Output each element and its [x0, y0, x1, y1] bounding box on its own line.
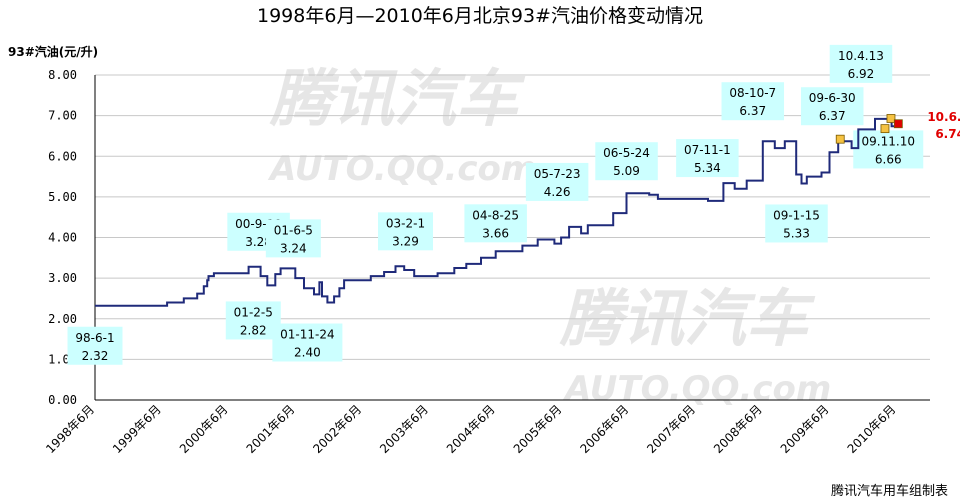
watermark-site-2: AUTO.QQ.com	[562, 369, 831, 409]
y-tick-label: 0.00	[48, 393, 77, 407]
chart-title: 1998年6月—2010年6月北京93#汽油价格变动情况	[257, 5, 703, 27]
markers	[835, 114, 903, 144]
price-marker	[893, 119, 903, 129]
x-tick-label: 1998年6月	[43, 402, 97, 456]
annotation-value: 6.37	[819, 109, 846, 123]
annotation-box	[67, 326, 123, 365]
annotation-date: 04-8-25	[472, 208, 519, 222]
y-tick-label: 8.00	[48, 68, 77, 82]
annotation-box	[595, 142, 658, 181]
annotation: 01-2-5 2.82	[225, 301, 281, 340]
x-tick-label: 2003年6月	[377, 402, 431, 456]
annotation: 03-2-1 3.29	[377, 212, 433, 251]
annotation-value: 6.37	[739, 104, 766, 118]
annotation-date: 10.4.13	[838, 49, 884, 63]
annotation-date: 09.11.10	[862, 134, 915, 148]
annotation-box	[464, 204, 527, 243]
price-marker	[886, 114, 896, 123]
x-tick-label: 2006年6月	[577, 402, 631, 456]
y-tick-label: 2.00	[48, 312, 77, 326]
annotation-date: 06-5-24	[603, 146, 650, 160]
price-series	[95, 117, 897, 307]
annotation: 09-1-15 5.33	[765, 204, 828, 243]
annotation-box	[676, 139, 739, 178]
annotation-date: 01-11-24	[280, 328, 334, 342]
annotation-box	[800, 87, 864, 126]
watermark-brand: 腾讯汽车	[269, 62, 526, 135]
annotation: 08-10-7 6.37	[721, 82, 785, 121]
annotation-value: 5.09	[613, 164, 640, 178]
annotation-value: 2.32	[82, 349, 109, 363]
x-tick-label: 2005年6月	[511, 402, 565, 456]
annotation: 04-8-25 3.66	[464, 204, 527, 243]
annotation: 06-5-24 5.09	[595, 142, 658, 181]
annotation-value: 6.92	[848, 67, 875, 81]
watermark-site: AUTO.QQ.com	[267, 149, 536, 189]
annotation: 09-6-30 6.37	[800, 87, 864, 126]
x-tick-label: 2002年6月	[310, 402, 364, 456]
y-tick-labels: 0.001.002.003.004.005.006.007.008.00	[48, 68, 77, 407]
annotation-date: 05-7-23	[534, 167, 581, 181]
annotation-box	[377, 212, 433, 251]
annotation-date: 09-6-30	[809, 91, 856, 105]
price-marker	[835, 134, 845, 144]
annotation-box	[525, 162, 589, 201]
y-tick-label: 6.00	[48, 149, 77, 163]
x-tick-label: 1999年6月	[110, 402, 164, 456]
annotation-date: 09-1-15	[773, 208, 820, 222]
annotation-box	[765, 204, 828, 243]
price-line	[95, 117, 897, 307]
annotation-box	[265, 219, 321, 258]
x-tick-labels: 1998年6月 1999年6月 2000年6月 2001年6月 2002年6月 2003年…	[43, 402, 898, 456]
annotation-box	[853, 130, 924, 169]
annotation-date: 07-11-1	[684, 143, 731, 157]
annotation-date: 01-6-5	[274, 223, 313, 237]
y-axis-label: 93#汽油(元/升)	[8, 44, 98, 59]
annotation: 07-11-1 5.34	[676, 139, 739, 178]
annotation-value: 5.34	[694, 161, 721, 175]
annotation-date: 10.6.1	[927, 110, 960, 124]
x-tick-label: 2008年6月	[711, 402, 765, 456]
annotation-box	[225, 301, 281, 340]
x-tick-label: 2004年6月	[444, 402, 498, 456]
y-tick-label: 3.00	[48, 271, 77, 285]
x-tick-label: 2000年6月	[177, 402, 231, 456]
y-tick-label: 5.00	[48, 190, 77, 204]
annotation-value: 6.66	[875, 152, 902, 166]
annotation-value: 2.40	[294, 346, 321, 360]
annotation-value: 3.29	[392, 234, 419, 248]
annotation-box	[721, 82, 785, 121]
x-tick-label: 2009年6月	[778, 402, 832, 456]
annotation-value: 3.24	[280, 241, 307, 255]
y-tick-label: 4.00	[48, 231, 77, 245]
x-tick-label: 2007年6月	[644, 402, 698, 456]
annotation-date: 98-6-1	[75, 331, 114, 345]
annotation-value: 3.28	[245, 235, 272, 249]
annotation: 98-6-1 2.32	[67, 326, 123, 365]
x-tick-label: 2001年6月	[244, 402, 298, 456]
annotation: 01-6-5 3.24	[265, 219, 321, 258]
annotation-box	[829, 44, 893, 83]
annotation: 09.11.10 6.66	[853, 130, 924, 169]
annotation: 10.6.1 6.74	[927, 110, 960, 141]
annotation: 05-7-23 4.26	[525, 162, 589, 201]
annotations: 98-6-12.3200-9-193.2801-6-53.2401-2-52.8…	[67, 44, 960, 365]
annotation-date: 01-2-5	[234, 305, 273, 319]
annotation-value: 2.82	[240, 323, 267, 337]
credit-text: 腾讯汽车用车组制表	[831, 483, 948, 499]
x-tick-label: 2010年6月	[845, 402, 899, 456]
annotation-value: 6.74	[935, 127, 960, 141]
y-tick-label: 7.00	[48, 109, 77, 123]
annotation: 01-11-24 2.40	[272, 323, 343, 362]
annotation: 10.4.13 6.92	[829, 44, 893, 83]
annotation-value: 5.33	[783, 226, 810, 240]
annotation-value: 3.66	[482, 226, 509, 240]
annotation-box	[272, 323, 343, 362]
annotation-date: 08-10-7	[729, 86, 776, 100]
price-marker	[880, 124, 890, 134]
annotation-date: 03-2-1	[386, 216, 425, 230]
annotation-value: 4.26	[544, 185, 571, 199]
